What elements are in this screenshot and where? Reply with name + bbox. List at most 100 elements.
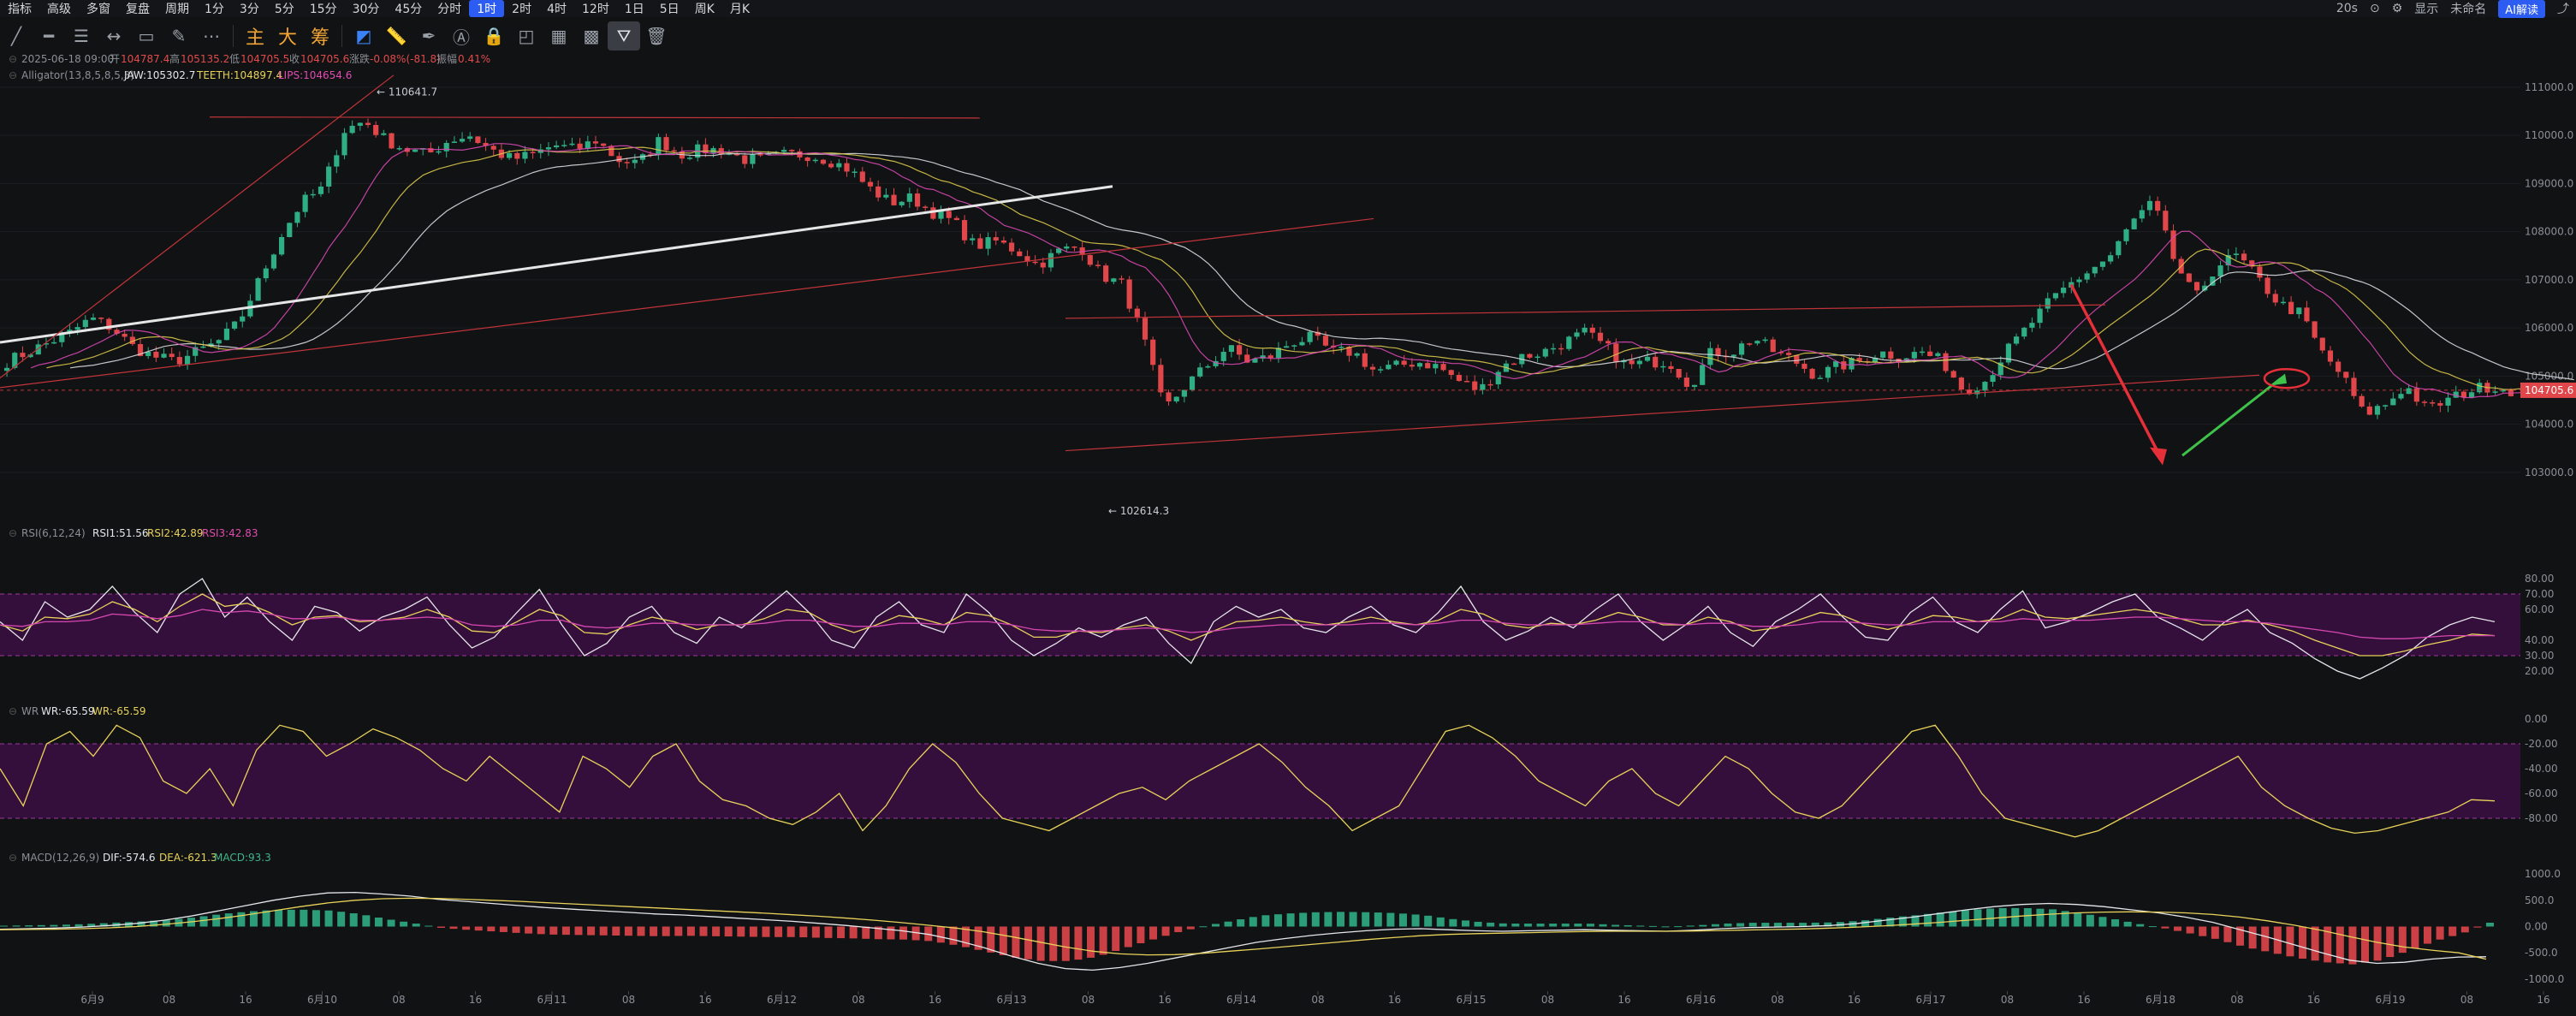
candle-body: [1009, 242, 1015, 252]
candle-body: [1416, 363, 1423, 367]
candle-body: [2193, 282, 2200, 291]
menu-item-17[interactable]: 5日: [659, 3, 680, 16]
time-tick-label: 16: [1617, 994, 1630, 1006]
share-icon[interactable]: ⤴: [2557, 3, 2569, 16]
candle-body: [2264, 277, 2270, 294]
time-tick-label: 6月14: [1226, 994, 1256, 1006]
menu-item-11[interactable]: 分时: [437, 3, 462, 16]
more-icon[interactable]: ⋯: [203, 26, 220, 46]
menu-item-9[interactable]: 30分: [352, 3, 380, 16]
display-toggle[interactable]: 显示: [2414, 3, 2439, 16]
menu-item-6[interactable]: 3分: [239, 3, 259, 16]
candle-body: [970, 238, 976, 241]
ruler-icon[interactable]: 📏: [385, 26, 407, 46]
candle-body: [1393, 360, 1399, 365]
pen-icon[interactable]: ✒: [421, 26, 436, 46]
menu-item-15[interactable]: 12时: [582, 3, 609, 16]
legend-rsi2: RSI2:42.89: [147, 527, 204, 539]
wr-panel[interactable]: 0.00 -20.00 -40.00 -60.00 -80.00: [0, 713, 2558, 838]
menu-item-19[interactable]: 月K: [729, 3, 751, 16]
candle-body: [459, 139, 466, 142]
candle-body: [1770, 339, 1776, 353]
filter-icon[interactable]: ⛛: [608, 21, 640, 51]
eye-icon[interactable]: ◰: [518, 26, 535, 46]
settings-icon[interactable]: ⚙: [2391, 2, 2403, 15]
collapse-icon[interactable]: ⊖: [9, 527, 17, 539]
menu-item-8[interactable]: 15分: [309, 3, 337, 16]
text-icon[interactable]: Ⓐ: [453, 27, 470, 48]
lock-icon[interactable]: 🔒: [483, 26, 505, 46]
time-tick-label: 16: [1388, 994, 1401, 1006]
refresh-interval[interactable]: 20s: [2336, 2, 2358, 15]
menu-item-14[interactable]: 4时: [547, 3, 567, 16]
candle-body: [2336, 361, 2342, 372]
macd-histogram-bar: [1411, 914, 1420, 927]
legend-dea: DEA:-621.3: [159, 852, 217, 864]
menu-item-5[interactable]: 1分: [205, 3, 224, 16]
candle-body: [1527, 354, 1533, 358]
pattern-main-button[interactable]: 主: [245, 27, 264, 49]
time-tick-label: 08: [392, 994, 405, 1006]
menu-item-3[interactable]: 复盘: [126, 3, 150, 16]
collapse-icon[interactable]: ⊖: [9, 69, 17, 81]
menu-item-18[interactable]: 周K: [694, 3, 715, 16]
candle-body: [2005, 343, 2011, 363]
layers-icon[interactable]: ▦: [550, 26, 567, 46]
candle-body: [1048, 253, 1054, 268]
legend-change-label: 涨跌: [349, 52, 370, 65]
time-tick-label: 08: [1771, 994, 1784, 1006]
menu-item-7[interactable]: 5分: [274, 3, 294, 16]
legend-open-label: 开: [110, 53, 120, 65]
rectangle-icon[interactable]: ▭: [138, 26, 155, 46]
price-tick-label: 111000.0: [2525, 81, 2573, 93]
menu-item-1[interactable]: 高级: [47, 3, 71, 16]
brush-icon[interactable]: ✎: [171, 26, 187, 46]
menu-item-4[interactable]: 周期: [165, 3, 189, 16]
pattern-large-button[interactable]: 大: [277, 27, 297, 49]
time-axis: 6月9 08 16 6月10 08 16 6月11 08 16 6月12 08 16 6月13 08 16 6…: [80, 991, 2550, 1006]
macd-panel[interactable]: 1000.0 500.0 0.00 -500.0 -1000.0: [0, 868, 2564, 985]
trend-line-icon[interactable]: ╱: [10, 26, 22, 46]
candle-body: [1849, 358, 1855, 370]
macd-histogram-bar: [599, 926, 608, 936]
price-panel[interactable]: 111000.0 110000.0 109000.0 108000.0 107000.0…: [0, 74, 2576, 517]
ai-interpret-button[interactable]: AI解读: [2498, 0, 2545, 18]
trash-icon[interactable]: 🗑: [645, 26, 668, 46]
macd-histogram-bar: [2199, 926, 2207, 936]
menu-item-2[interactable]: 多窗: [86, 3, 110, 16]
macd-histogram-bar: [436, 926, 445, 928]
candle-body: [2413, 388, 2419, 402]
magnet-icon[interactable]: ◩: [355, 26, 372, 46]
macd-histogram-bar: [162, 919, 170, 927]
candle-body: [914, 193, 921, 207]
layout-name[interactable]: 未命名: [2450, 3, 2487, 16]
rsi-panel[interactable]: 80.00 70.00 60.00 40.00 30.00 20.00: [0, 573, 2554, 680]
menu-item-13[interactable]: 2时: [512, 3, 532, 16]
candle-body: [2288, 301, 2294, 315]
menu-item-16[interactable]: 1日: [624, 3, 644, 16]
parallel-channel-icon[interactable]: ☰: [74, 26, 89, 46]
macd-histogram-bar: [1036, 926, 1045, 961]
candle-body: [836, 163, 842, 168]
candle-body: [2099, 261, 2106, 267]
red-rise-line: [0, 74, 395, 379]
macd-histogram-bar: [2286, 926, 2294, 957]
menu-item-10[interactable]: 45分: [395, 3, 423, 16]
candle-body: [1636, 360, 1642, 365]
macd-histogram-bar: [512, 926, 520, 933]
camera-icon[interactable]: ⊙: [2369, 2, 2380, 15]
collapse-icon[interactable]: ⊖: [9, 852, 17, 864]
image-icon[interactable]: ▩: [583, 26, 600, 46]
candle-body: [522, 152, 528, 159]
macd-histogram-bar: [2061, 911, 2069, 927]
collapse-icon[interactable]: ⊖: [9, 705, 17, 717]
ray-icon[interactable]: ↔: [106, 26, 122, 46]
menu-item-0[interactable]: 指标: [8, 3, 32, 16]
macd-histogram-bar: [1311, 912, 1320, 927]
horizontal-line-icon[interactable]: ━: [43, 26, 55, 46]
candle-body: [923, 206, 929, 208]
collapse-icon[interactable]: ⊖: [9, 53, 17, 65]
pattern-chip-button[interactable]: 筹: [310, 27, 329, 49]
menu-item-12[interactable]: 1时: [469, 0, 505, 17]
